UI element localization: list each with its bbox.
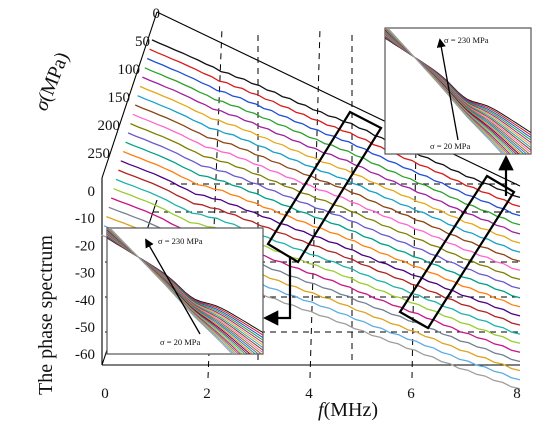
x-tick-label: 0 <box>101 386 109 402</box>
spectrum-curve <box>122 150 521 308</box>
x-tick-label: 4 <box>305 386 313 402</box>
x-axis-title: f(MHz) <box>318 399 378 421</box>
spectrum-curve <box>134 104 521 262</box>
spectrum-curve <box>130 123 521 281</box>
spectrum-curve <box>127 132 521 290</box>
z-tick-label: 0 <box>153 6 161 22</box>
inset-curve <box>387 28 504 154</box>
spectrum-curve <box>115 178 521 335</box>
callout-left <box>262 110 383 326</box>
back-top-edge <box>156 11 521 187</box>
inset-left: σ = 230 MPa σ = 20 MPa <box>106 227 264 355</box>
z-tick-label: 200 <box>98 118 121 134</box>
spectrum-curve <box>118 169 521 326</box>
z-tick-label: 50 <box>135 34 150 50</box>
y-tick-label: -40 <box>75 293 95 309</box>
z-axis-title: σ(MPa) <box>30 49 73 114</box>
inset-right-arrow <box>436 38 459 141</box>
spectrum-curve <box>146 57 521 217</box>
y-tick-label: -50 <box>75 320 95 336</box>
y-tick-label: -10 <box>75 211 95 227</box>
x-tick-labels: 0 2 4 6 8 <box>101 386 521 402</box>
inset-left-curves <box>107 228 263 354</box>
spectrum-curve <box>132 113 521 271</box>
z-tick-label: 250 <box>88 146 111 162</box>
frequency-guide-line <box>309 27 321 379</box>
spectrum-curve <box>137 95 521 253</box>
callout-right <box>398 154 516 330</box>
z-axis-line <box>101 11 158 179</box>
inset-left-arrow <box>145 238 201 335</box>
y-tick-label: -20 <box>75 238 95 254</box>
spectrum-curve <box>149 48 521 208</box>
spectrum-curve <box>110 197 521 353</box>
inset-left-frame <box>106 227 264 355</box>
callout-arrow-left <box>262 256 292 326</box>
inset-right-top-label: σ = 230 MPa <box>444 35 489 45</box>
inset-right-bottom-label: σ = 20 MPa <box>430 141 471 151</box>
spectrum-curve <box>151 39 521 199</box>
x-tick-label: 8 <box>513 386 521 402</box>
inset-left-bottom-label: σ = 20 MPa <box>160 337 201 347</box>
z-tick-label: 150 <box>108 90 131 106</box>
z-tick-labels: 050 100 150 200 250 <box>88 6 161 162</box>
spectrum-curve <box>142 76 521 235</box>
y-tick-label: -60 <box>75 347 95 363</box>
y-axis-title: The phase spectrum <box>35 235 57 395</box>
spectrum-curves <box>101 39 521 390</box>
highlight-box-left <box>266 110 383 264</box>
inset-left-top-label: σ = 230 MPa <box>158 236 203 246</box>
spectrum-curve <box>144 67 521 226</box>
x-tick-label: 2 <box>203 386 211 402</box>
spectrum-curve <box>139 85 521 244</box>
inset-right: σ = 230 MPa σ = 20 MPa <box>384 27 532 155</box>
y-tick-label: -30 <box>75 266 95 282</box>
spectrum-curve <box>113 188 521 344</box>
y-tick-labels: 0 -10 -20 -30 -40 -50 -60 <box>75 184 95 363</box>
spectrum-curve <box>120 160 521 317</box>
z-tick-label: 100 <box>118 62 141 78</box>
x-tick-label: 6 <box>407 386 415 402</box>
y-tick-label: 0 <box>88 184 96 200</box>
inset-right-curves <box>385 28 531 154</box>
spectrum-curve <box>125 141 521 299</box>
